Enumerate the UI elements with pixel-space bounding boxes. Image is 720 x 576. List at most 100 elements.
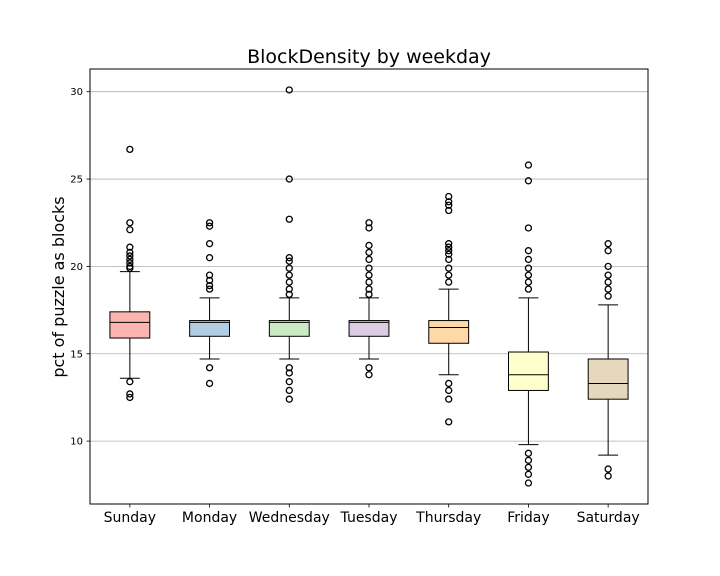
outlier-point — [285, 369, 293, 377]
x-axis: Sunday Monday Wednesday Tuesday Thursday Frid… — [104, 504, 640, 526]
outlier-point — [365, 271, 373, 279]
outlier-point — [524, 264, 533, 272]
y-tick-label: 15 — [70, 349, 83, 360]
outlier-point — [126, 248, 134, 257]
x-tick-label: Monday — [182, 510, 237, 526]
outlier-point — [445, 201, 453, 209]
outlier-point — [524, 278, 533, 286]
outlier-point — [365, 224, 373, 232]
outlier-point — [445, 198, 453, 206]
outlier-point — [126, 252, 134, 260]
outlier-point — [604, 278, 612, 286]
outlier-point — [445, 243, 453, 251]
outlier-point — [524, 177, 533, 185]
outlier-point — [285, 364, 293, 372]
outlier-point — [126, 255, 134, 264]
outlier-point — [445, 250, 453, 258]
box-friday — [508, 161, 549, 487]
outlier-point — [285, 264, 293, 272]
box-iqr — [428, 320, 470, 344]
outlier-point — [604, 240, 612, 248]
outlier-point — [285, 395, 293, 403]
box-monday — [189, 219, 230, 388]
y-tick-label: 10 — [70, 437, 83, 448]
y-tick-label: 20 — [70, 262, 83, 273]
outlier-point — [285, 86, 293, 94]
outlier-point — [445, 240, 453, 248]
x-tick-label: Thursday — [415, 510, 481, 526]
outlier-point — [445, 379, 453, 388]
outlier-point — [604, 472, 612, 480]
outlier-point — [205, 271, 214, 279]
outlier-point — [445, 192, 453, 201]
outlier-point — [365, 264, 373, 272]
box-iqr — [189, 320, 230, 337]
outlier-point — [205, 219, 214, 227]
outlier-point — [285, 257, 293, 265]
y-tick-label: 25 — [70, 175, 83, 186]
outlier-point — [126, 378, 134, 386]
outlier-point — [285, 290, 293, 299]
outlier-point — [285, 285, 293, 293]
outlier-point — [445, 395, 453, 403]
box-thursday — [428, 192, 470, 426]
box-iqr — [348, 320, 390, 337]
box-wednesday — [268, 86, 310, 403]
outlier-point — [445, 255, 453, 264]
outlier-point — [365, 219, 373, 227]
x-tick-label: Friday — [507, 510, 549, 526]
outlier-point — [126, 145, 134, 154]
outlier-point — [285, 175, 293, 183]
outlier-point — [126, 243, 134, 251]
outlier-point — [285, 271, 293, 279]
box-sunday — [109, 145, 151, 402]
x-tick-label: Saturday — [577, 510, 640, 526]
y-axis-label: pct of puzzle as blocks — [49, 196, 68, 377]
outlier-point — [365, 248, 373, 257]
outlier-point — [126, 264, 134, 272]
outlier-point — [205, 254, 214, 262]
outlier-point — [445, 247, 453, 255]
x-tick-label: Tuesday — [340, 510, 398, 526]
outlier-point — [365, 290, 373, 299]
outlier-point — [524, 285, 533, 293]
outlier-point — [126, 390, 134, 398]
boxes — [109, 86, 629, 487]
outlier-point — [365, 278, 373, 286]
box-iqr — [587, 358, 629, 400]
outlier-point — [205, 276, 214, 285]
y-axis: 10 15 20 25 30 — [70, 87, 90, 448]
outlier-point — [524, 161, 533, 169]
outlier-point — [524, 479, 533, 487]
chart-title: BlockDensity by weekday — [247, 46, 491, 68]
x-tick-label: Sunday — [104, 510, 156, 526]
outlier-point — [604, 285, 612, 293]
outlier-point — [445, 264, 453, 272]
outlier-point — [445, 271, 453, 279]
box-iqr — [109, 311, 151, 339]
outlier-point — [285, 386, 293, 395]
outlier-point — [205, 281, 214, 290]
outlier-point — [365, 255, 373, 264]
outlier-point — [205, 285, 214, 293]
outlier-point — [524, 255, 533, 264]
outlier-point — [205, 379, 214, 388]
x-tick-label: Wednesday — [249, 510, 330, 526]
outlier-point — [365, 371, 373, 379]
outlier-point — [285, 215, 293, 223]
outlier-point — [445, 418, 453, 426]
outlier-point — [126, 393, 134, 402]
box-iqr — [268, 320, 310, 337]
outlier-point — [365, 241, 373, 250]
outlier-point — [604, 292, 612, 300]
outlier-point — [604, 262, 612, 271]
outlier-point — [445, 278, 453, 286]
y-tick-label: 30 — [70, 87, 83, 98]
outlier-point — [285, 254, 293, 262]
outlier-point — [604, 465, 612, 473]
box-tuesday — [348, 219, 390, 379]
outlier-point — [524, 456, 533, 464]
outlier-point — [445, 206, 453, 215]
box-iqr — [508, 351, 549, 391]
